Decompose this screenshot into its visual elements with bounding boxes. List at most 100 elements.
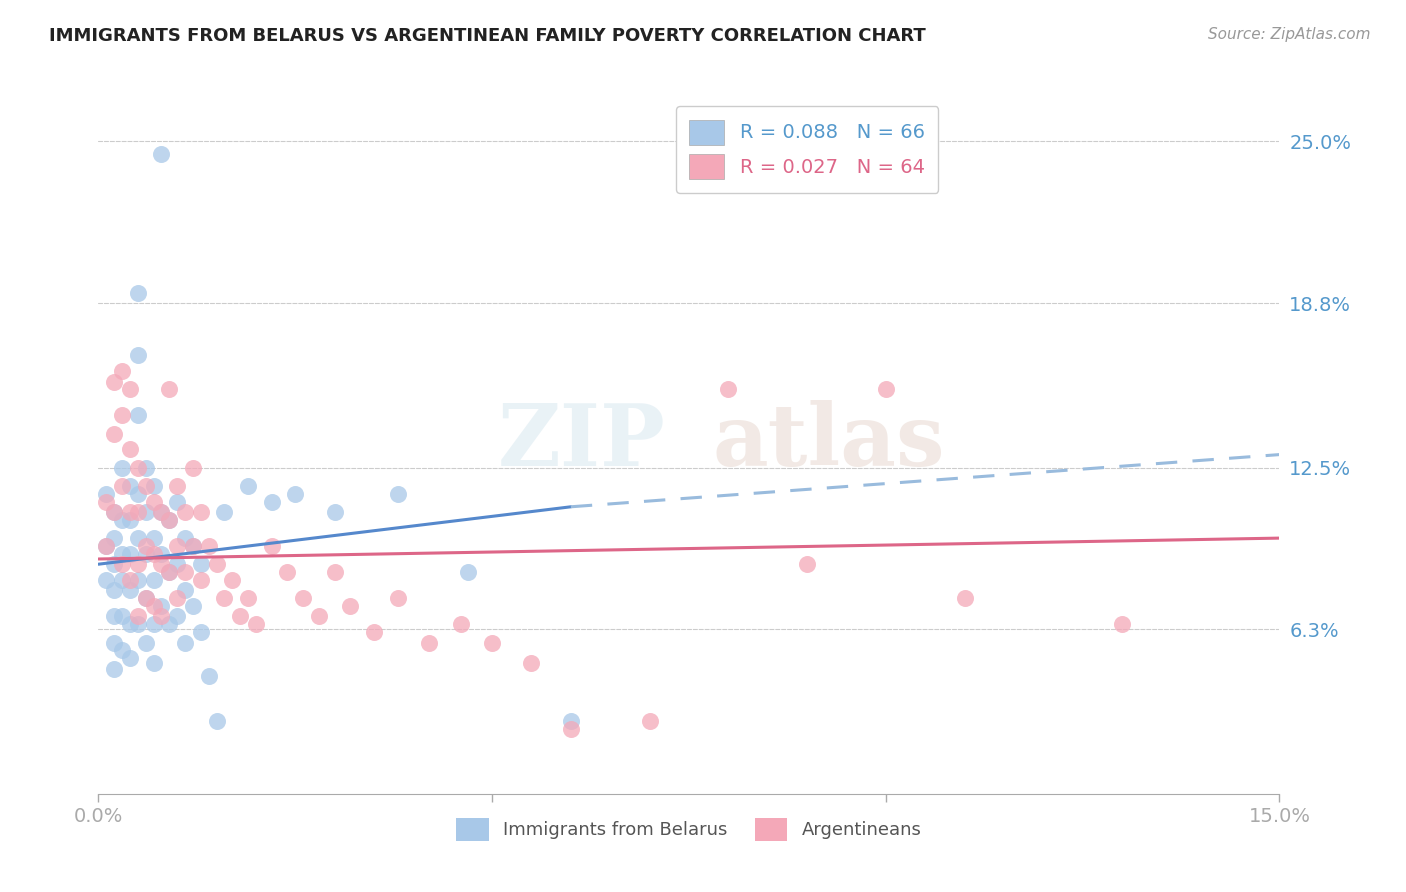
Point xyxy=(308,609,330,624)
Point xyxy=(111,479,134,493)
Point xyxy=(127,505,149,519)
Point xyxy=(142,573,165,587)
Point xyxy=(157,513,180,527)
Text: Source: ZipAtlas.com: Source: ZipAtlas.com xyxy=(1208,27,1371,42)
Point xyxy=(157,565,180,579)
Point xyxy=(111,573,134,587)
Point xyxy=(157,617,180,632)
Point xyxy=(127,285,149,300)
Point xyxy=(166,591,188,606)
Point xyxy=(190,505,212,519)
Point xyxy=(118,651,141,665)
Point xyxy=(560,714,582,728)
Point xyxy=(150,505,173,519)
Point xyxy=(339,599,361,613)
Point xyxy=(111,513,134,527)
Point xyxy=(245,617,267,632)
Point xyxy=(118,617,141,632)
Point xyxy=(150,147,173,161)
Point xyxy=(111,364,134,378)
Point xyxy=(276,565,298,579)
Point xyxy=(127,531,149,545)
Point xyxy=(135,505,157,519)
Point xyxy=(142,531,165,545)
Point xyxy=(103,426,125,441)
Point xyxy=(953,591,976,606)
Point xyxy=(118,513,141,527)
Point xyxy=(103,609,125,624)
Point xyxy=(142,599,165,613)
Text: atlas: atlas xyxy=(713,400,945,483)
Point xyxy=(150,609,173,624)
Point xyxy=(166,609,188,624)
Point xyxy=(323,505,346,519)
Point xyxy=(166,479,188,493)
Point xyxy=(717,382,740,396)
Point xyxy=(127,348,149,362)
Point xyxy=(166,539,188,553)
Point xyxy=(387,487,409,501)
Point xyxy=(111,547,134,561)
Point xyxy=(190,573,212,587)
Point xyxy=(174,583,197,598)
Point xyxy=(118,505,141,519)
Point xyxy=(221,573,243,587)
Point xyxy=(174,635,197,649)
Point xyxy=(96,573,118,587)
Point xyxy=(127,609,149,624)
Point xyxy=(205,558,228,572)
Point xyxy=(135,460,157,475)
Point xyxy=(142,547,165,561)
Point xyxy=(560,722,582,736)
Point xyxy=(214,591,236,606)
Point xyxy=(111,409,134,423)
Point xyxy=(96,494,118,508)
Point xyxy=(96,487,118,501)
Point xyxy=(150,599,173,613)
Point xyxy=(520,657,543,671)
Point xyxy=(197,669,219,683)
Point xyxy=(135,591,157,606)
Point xyxy=(157,513,180,527)
Point xyxy=(118,573,141,587)
Point xyxy=(103,375,125,389)
Point xyxy=(157,382,180,396)
Point xyxy=(174,505,197,519)
Point xyxy=(260,494,283,508)
Point xyxy=(127,573,149,587)
Point xyxy=(127,409,149,423)
Point xyxy=(135,635,157,649)
Point xyxy=(260,539,283,553)
Point xyxy=(481,635,503,649)
Point xyxy=(236,591,259,606)
Point xyxy=(157,565,180,579)
Point xyxy=(214,505,236,519)
Point xyxy=(135,479,157,493)
Point xyxy=(174,565,197,579)
Point xyxy=(142,494,165,508)
Point xyxy=(638,714,661,728)
Point xyxy=(142,657,165,671)
Point xyxy=(103,531,125,545)
Point xyxy=(111,460,134,475)
Point xyxy=(174,531,197,545)
Point xyxy=(236,479,259,493)
Point xyxy=(103,505,125,519)
Point xyxy=(111,609,134,624)
Point xyxy=(457,565,479,579)
Point xyxy=(142,617,165,632)
Point xyxy=(118,547,141,561)
Point xyxy=(135,539,157,553)
Point xyxy=(181,539,204,553)
Point xyxy=(135,591,157,606)
Point xyxy=(127,558,149,572)
Point xyxy=(111,558,134,572)
Point xyxy=(875,382,897,396)
Point xyxy=(127,460,149,475)
Point xyxy=(118,442,141,457)
Point xyxy=(103,583,125,598)
Point xyxy=(418,635,440,649)
Point xyxy=(150,558,173,572)
Point xyxy=(127,487,149,501)
Point xyxy=(103,635,125,649)
